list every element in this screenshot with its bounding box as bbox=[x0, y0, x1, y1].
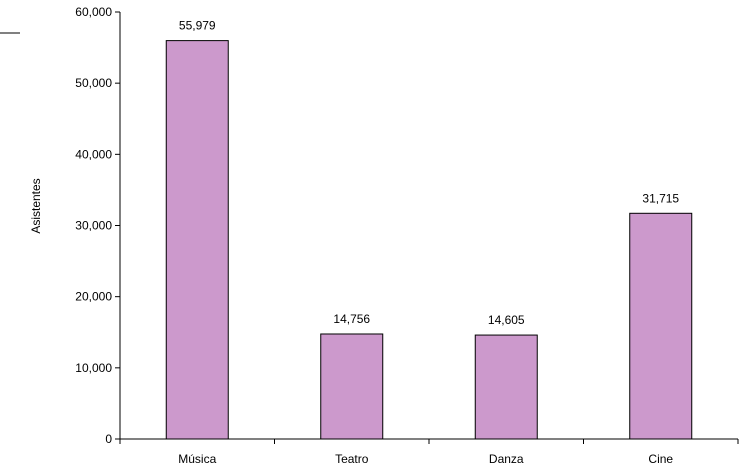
data-label: 14,605 bbox=[488, 313, 525, 327]
data-label: 31,715 bbox=[642, 191, 679, 205]
y-tick-label: 40,000 bbox=[75, 147, 112, 161]
x-axis-ticks: Música Teatro Danza Cine bbox=[119, 439, 739, 466]
bars bbox=[165, 40, 693, 440]
x-tick-label: Música bbox=[178, 452, 216, 466]
bar bbox=[165, 40, 229, 440]
data-label: 14,756 bbox=[333, 312, 370, 326]
x-tick-label: Teatro bbox=[335, 452, 369, 466]
y-tick-label: 10,000 bbox=[75, 361, 112, 375]
bar bbox=[474, 334, 538, 440]
bar bbox=[320, 333, 384, 440]
x-tick-label: Danza bbox=[489, 452, 524, 466]
y-axis-ticks: 0 10,000 20,000 30,000 40,000 50,000 60,000 bbox=[75, 5, 120, 446]
data-label: 55,979 bbox=[179, 19, 216, 33]
y-tick-label: 50,000 bbox=[75, 76, 112, 90]
y-tick-label: 20,000 bbox=[75, 290, 112, 304]
y-tick-label: 30,000 bbox=[75, 219, 112, 233]
y-tick-label: 60,000 bbox=[75, 5, 112, 19]
bar bbox=[629, 212, 693, 440]
value-labels: 55,979 14,756 14,605 31,715 bbox=[179, 19, 680, 327]
y-tick-label: 0 bbox=[105, 432, 112, 446]
y-axis-label: Asistentes bbox=[29, 178, 43, 233]
x-tick-label: Cine bbox=[648, 452, 673, 466]
